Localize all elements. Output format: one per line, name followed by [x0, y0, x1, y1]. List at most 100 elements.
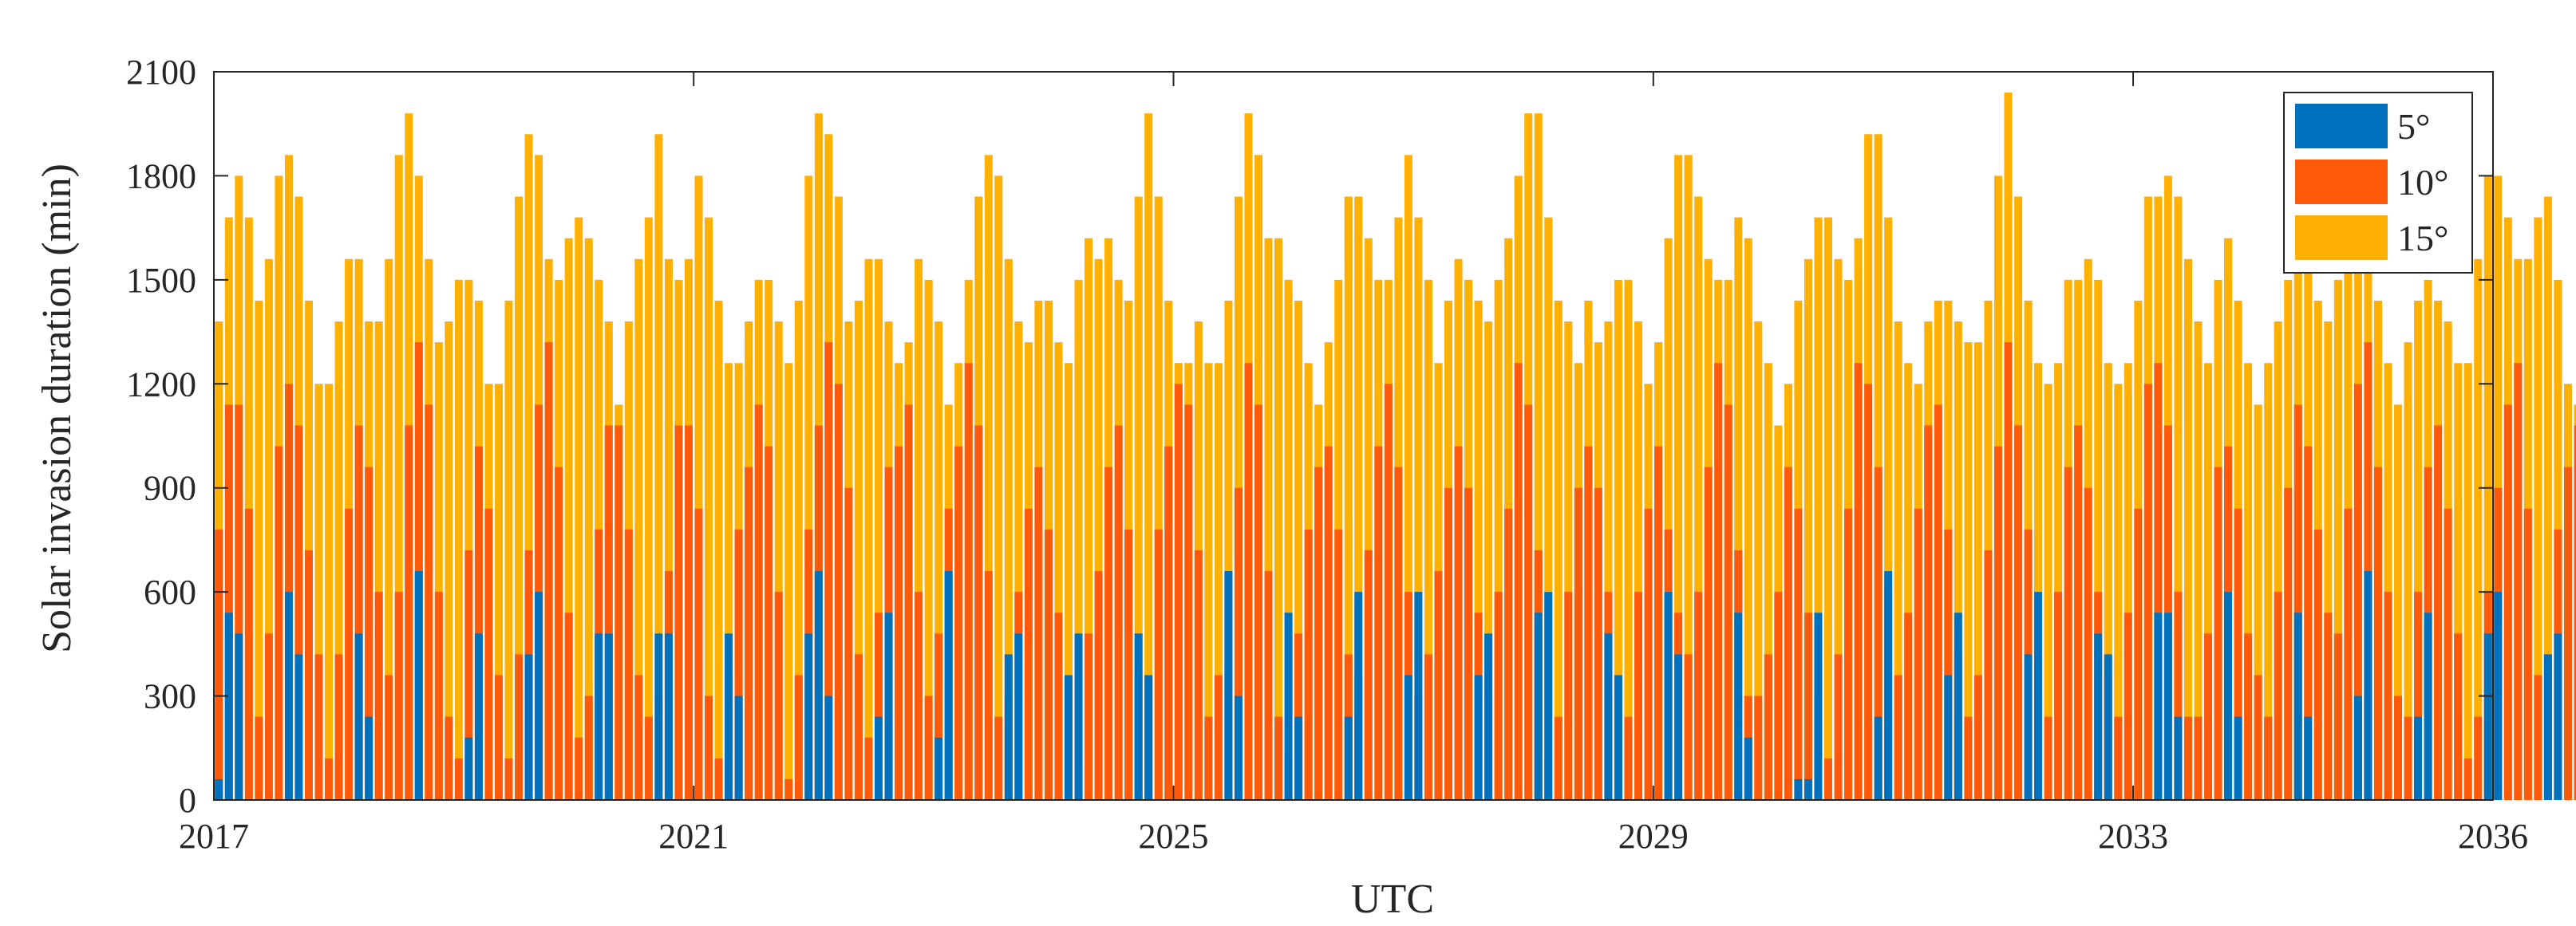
- bar-5deg-201: [2224, 592, 2233, 800]
- bar-10deg-158: [1794, 508, 1803, 800]
- bar-10deg-82: [1034, 467, 1043, 800]
- bar-10deg-155: [1764, 654, 1772, 800]
- bar-5deg-167: [1884, 571, 1893, 800]
- bar-15deg-146: [1674, 155, 1683, 801]
- bar-10deg-194: [2154, 363, 2163, 800]
- bar-10deg-128: [1494, 592, 1503, 800]
- bar-15deg-184: [2054, 363, 2063, 800]
- bar-15deg-44: [654, 134, 663, 800]
- bar-10deg-69: [904, 404, 913, 800]
- bars-layer: [215, 93, 2576, 801]
- bar-15deg-204: [2254, 404, 2262, 800]
- bar-10deg-12: [334, 654, 343, 800]
- bar-15deg-233: [2543, 196, 2552, 800]
- bar-10deg-39: [604, 425, 613, 800]
- bar-15deg-183: [2044, 384, 2053, 800]
- bar-10deg-183: [2044, 716, 2053, 800]
- bar-10deg-64: [854, 654, 863, 800]
- bar-15deg-25: [464, 279, 473, 800]
- bar-10deg-29: [504, 758, 513, 800]
- bar-10deg-106: [1274, 716, 1283, 800]
- bar-10deg-218: [2393, 695, 2403, 800]
- bar-10deg-68: [895, 446, 903, 800]
- bar-10deg-47: [684, 425, 693, 800]
- bar-15deg-139: [1604, 321, 1613, 800]
- bar-10deg-185: [2064, 467, 2072, 800]
- bar-10deg-169: [1904, 613, 1913, 800]
- bar-10deg-162: [1834, 654, 1843, 800]
- bar-15deg-80: [1014, 321, 1023, 800]
- bar-10deg-226: [2474, 716, 2483, 800]
- bar-10deg-10: [314, 654, 323, 800]
- bar-10deg-103: [1244, 363, 1253, 800]
- bar-10deg-11: [325, 758, 334, 800]
- bar-5deg-215: [2364, 571, 2373, 800]
- bar-10deg-222: [2434, 425, 2443, 800]
- bar-5deg-39: [604, 633, 613, 800]
- bar-15deg-100: [1214, 363, 1223, 800]
- bar-15deg-99: [1204, 363, 1213, 800]
- bar-10deg-57: [784, 778, 793, 800]
- bar-10deg-72: [934, 633, 943, 800]
- bar-10deg-20: [414, 342, 423, 800]
- bar-15deg-48: [694, 175, 703, 800]
- bar-5deg-114: [1354, 592, 1363, 800]
- bar-5deg-133: [1544, 592, 1553, 800]
- bar-15deg-51: [725, 363, 733, 800]
- bar-15deg-93: [1144, 113, 1153, 801]
- x-tick-label-2029: 2029: [1618, 817, 1689, 856]
- bar-10deg-223: [2444, 508, 2452, 800]
- bar-15deg-219: [2404, 342, 2412, 800]
- bar-10deg-209: [2304, 446, 2313, 800]
- bar-15deg-106: [1274, 238, 1283, 800]
- bar-10deg-190: [2114, 716, 2123, 800]
- bar-5deg-188: [2094, 633, 2103, 800]
- bar-5deg-25: [464, 737, 473, 800]
- bar-5deg-202: [2234, 716, 2242, 800]
- bar-10deg-236: [2574, 425, 2576, 800]
- bar-10deg-87: [1085, 633, 1093, 800]
- bar-10deg-28: [494, 675, 504, 800]
- bar-15deg-197: [2183, 258, 2192, 800]
- bar-5deg-159: [1804, 778, 1812, 800]
- y-axis-title: Solar invasion duration (min): [34, 164, 80, 653]
- bar-15deg-49: [705, 217, 713, 801]
- bar-5deg-113: [1344, 716, 1353, 800]
- bar-15deg-196: [2174, 196, 2183, 800]
- bar-5deg-166: [1874, 716, 1883, 800]
- bar-10deg-230: [2514, 363, 2523, 800]
- bar-5deg-108: [1294, 716, 1303, 800]
- bar-15deg-50: [714, 300, 723, 800]
- bar-10deg-102: [1234, 487, 1243, 800]
- bar-10deg-229: [2503, 404, 2512, 800]
- bar-10deg-116: [1374, 446, 1383, 800]
- legend-label-5deg: 5°: [2397, 106, 2430, 147]
- bar-15deg-10: [314, 384, 323, 800]
- bar-5deg-44: [654, 633, 663, 800]
- bar-10deg-26: [474, 446, 483, 800]
- bar-15deg-5: [264, 258, 273, 800]
- bar-5deg-153: [1744, 737, 1752, 800]
- bar-10deg-202: [2234, 508, 2242, 800]
- bar-10deg-232: [2534, 675, 2542, 800]
- bar-5deg-61: [824, 695, 833, 800]
- bar-15deg-11: [325, 384, 334, 800]
- bar-10deg-97: [1184, 404, 1193, 800]
- bar-10deg-171: [1924, 425, 1933, 800]
- bar-15deg-88: [1094, 258, 1103, 800]
- bar-10deg-149: [1704, 467, 1713, 800]
- bar-10deg-121: [1424, 654, 1432, 800]
- bar-10deg-199: [2203, 633, 2213, 800]
- bar-5deg-101: [1224, 571, 1233, 800]
- bar-15deg-211: [2324, 321, 2333, 800]
- bar-10deg-48: [694, 508, 703, 800]
- bar-15deg-224: [2454, 363, 2463, 800]
- bar-15deg-134: [1554, 300, 1563, 800]
- bar-10deg-98: [1194, 550, 1203, 800]
- bar-10deg-23: [444, 716, 453, 800]
- bar-15deg-86: [1074, 279, 1083, 800]
- bar-10deg-179: [2004, 342, 2013, 800]
- bar-15deg-87: [1085, 238, 1093, 800]
- bar-5deg-145: [1664, 592, 1673, 800]
- bar-10deg-210: [2313, 529, 2322, 800]
